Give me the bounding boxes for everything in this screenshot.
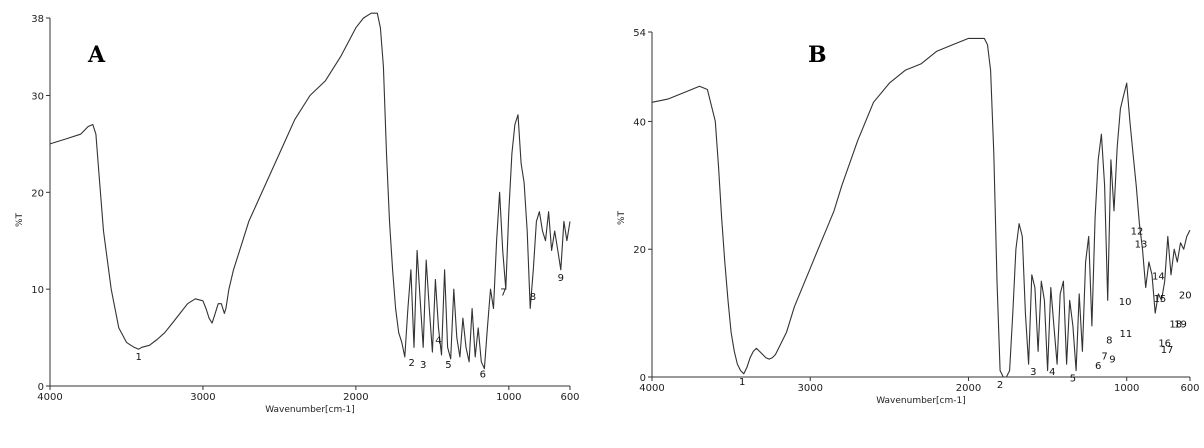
- peak-label: 9: [1109, 354, 1115, 365]
- peak-label: 13: [1135, 239, 1148, 250]
- peak-label: 1: [136, 352, 142, 363]
- peak-label: 7: [1101, 351, 1107, 362]
- y-tick-label: 20: [633, 245, 646, 256]
- peak-label: 5: [445, 360, 451, 371]
- peak-label: 16: [1158, 338, 1171, 349]
- y-tick-label: 0: [640, 373, 646, 384]
- x-tick-label: 2000: [343, 392, 368, 403]
- peak-label: 11: [1120, 329, 1133, 340]
- peak-label: 17: [1161, 345, 1174, 356]
- panel-label: A: [87, 42, 106, 68]
- peak-label: 12: [1131, 227, 1144, 238]
- peak-label: 2: [409, 358, 415, 369]
- peak-label: 1: [739, 377, 745, 388]
- y-tick-label: 0: [38, 382, 44, 393]
- spectrum-panel-b: 4000 3000 2000 1000 6000204054Wavenumber[cm-…: [617, 28, 1200, 406]
- peak-label: 9: [558, 273, 564, 284]
- peak-label: 4: [1049, 367, 1055, 378]
- spectrum-line: [651, 37, 1191, 378]
- x-tick-label: 2000: [956, 383, 981, 394]
- peak-label: 7: [500, 287, 506, 298]
- peak-label: 19: [1174, 319, 1187, 330]
- peak-label: 20: [1179, 291, 1192, 302]
- peak-label: 14: [1152, 271, 1165, 282]
- peak-label: 3: [1030, 367, 1036, 378]
- x-tick-label: 600: [560, 392, 579, 403]
- peak-label: 2: [997, 380, 1003, 391]
- x-tick-label: 4000: [37, 392, 62, 403]
- peak-label: 4: [435, 336, 441, 347]
- x-axis-label: Wavenumber[cm-1]: [265, 405, 355, 415]
- y-tick-label: 20: [31, 188, 44, 199]
- x-axis-label: Wavenumber[cm-1]: [876, 396, 966, 406]
- peak-label: 6: [480, 370, 486, 381]
- x-tick-label: 3000: [190, 392, 215, 403]
- y-tick-label: 10: [31, 285, 44, 296]
- panel-label: B: [808, 42, 827, 68]
- peak-label: 6: [1095, 361, 1101, 372]
- peak-label: 8: [1106, 335, 1112, 346]
- spectrum-panel-a: 4000 3000 2000 1000 600010203038Wavenumber[c…: [15, 12, 580, 415]
- peak-label: 3: [420, 360, 426, 371]
- x-tick-label: 3000: [798, 383, 823, 394]
- x-tick-label: 4000: [639, 383, 664, 394]
- peak-label: 18: [1169, 319, 1182, 330]
- x-tick-label: 1000: [496, 392, 521, 403]
- y-tick-label: 38: [31, 14, 44, 25]
- y-tick-label: 54: [633, 28, 646, 39]
- spectrum-line: [49, 12, 571, 370]
- y-tick-label: 30: [31, 91, 44, 102]
- y-tick-label: 40: [633, 117, 646, 128]
- y-axis-label: %T: [15, 212, 25, 227]
- peak-label: 15: [1154, 294, 1167, 305]
- y-axis-label: %T: [617, 210, 627, 225]
- x-tick-label: 1000: [1114, 383, 1139, 394]
- peak-label: 5: [1070, 374, 1076, 385]
- peak-label: 10: [1119, 297, 1132, 308]
- x-tick-label: 600: [1180, 383, 1199, 394]
- peak-label: 8: [530, 292, 536, 303]
